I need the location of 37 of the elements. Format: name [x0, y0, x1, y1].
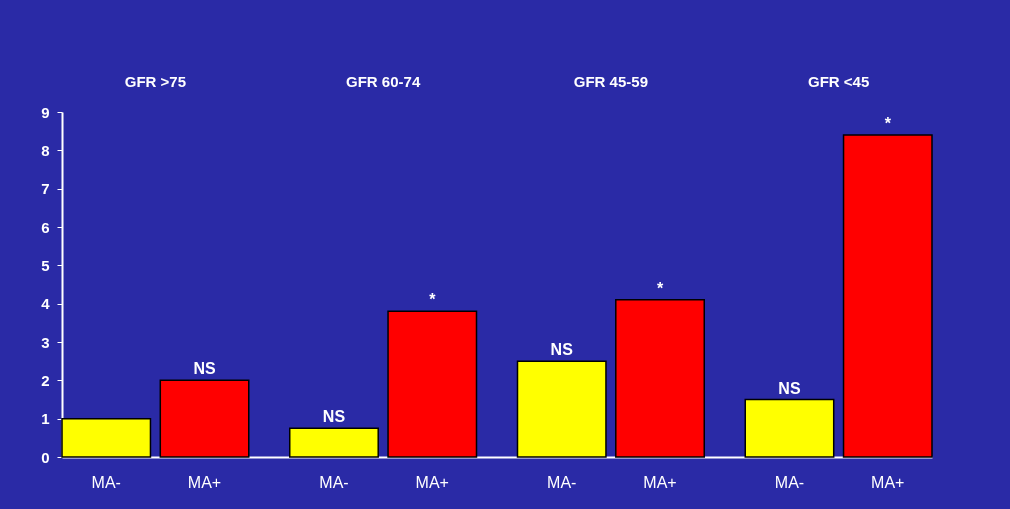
y-tick-label: 1 [41, 410, 50, 428]
text: MA+ [643, 474, 677, 491]
series-label: MA- [91, 474, 121, 491]
bar [615, 299, 705, 458]
x-tick-label: GFR 45-59 [573, 73, 648, 90]
series-label: MA+ [187, 474, 222, 491]
annotation: NS [193, 360, 216, 378]
bar [744, 398, 835, 458]
text: MA- [774, 474, 805, 491]
y-tick-label: 0 [41, 448, 50, 466]
x-tick-label: GFR <45 [807, 73, 870, 90]
annotation: * [429, 291, 437, 309]
annotation: * [884, 115, 892, 132]
y-tick-label: 8 [41, 141, 50, 159]
y-tick-label: 9 [41, 103, 50, 121]
annotation: NS [322, 408, 346, 426]
text: MA+ [415, 474, 449, 491]
annotation: NS [550, 341, 574, 359]
bar [61, 417, 152, 458]
x-tick-label: GFR >75 [124, 73, 187, 90]
bar [387, 310, 478, 458]
annotation: NS [778, 379, 801, 397]
x-tick-label: GFR 60-74 [346, 73, 421, 90]
bar [842, 134, 933, 458]
y-tick-label: 7 [41, 180, 50, 198]
y-tick-label: 6 [41, 218, 50, 236]
bar [159, 379, 250, 458]
annotation: * [656, 279, 664, 297]
y-tick-label: 5 [41, 256, 50, 274]
bar [516, 360, 607, 458]
bar [289, 427, 379, 458]
y-tick-label: 4 [41, 295, 51, 313]
text: MA+ [871, 474, 905, 491]
text: MA- [547, 474, 577, 491]
y-tick-label: 2 [41, 371, 50, 389]
text: MA- [319, 474, 349, 491]
y-tick-label: 3 [41, 333, 50, 351]
